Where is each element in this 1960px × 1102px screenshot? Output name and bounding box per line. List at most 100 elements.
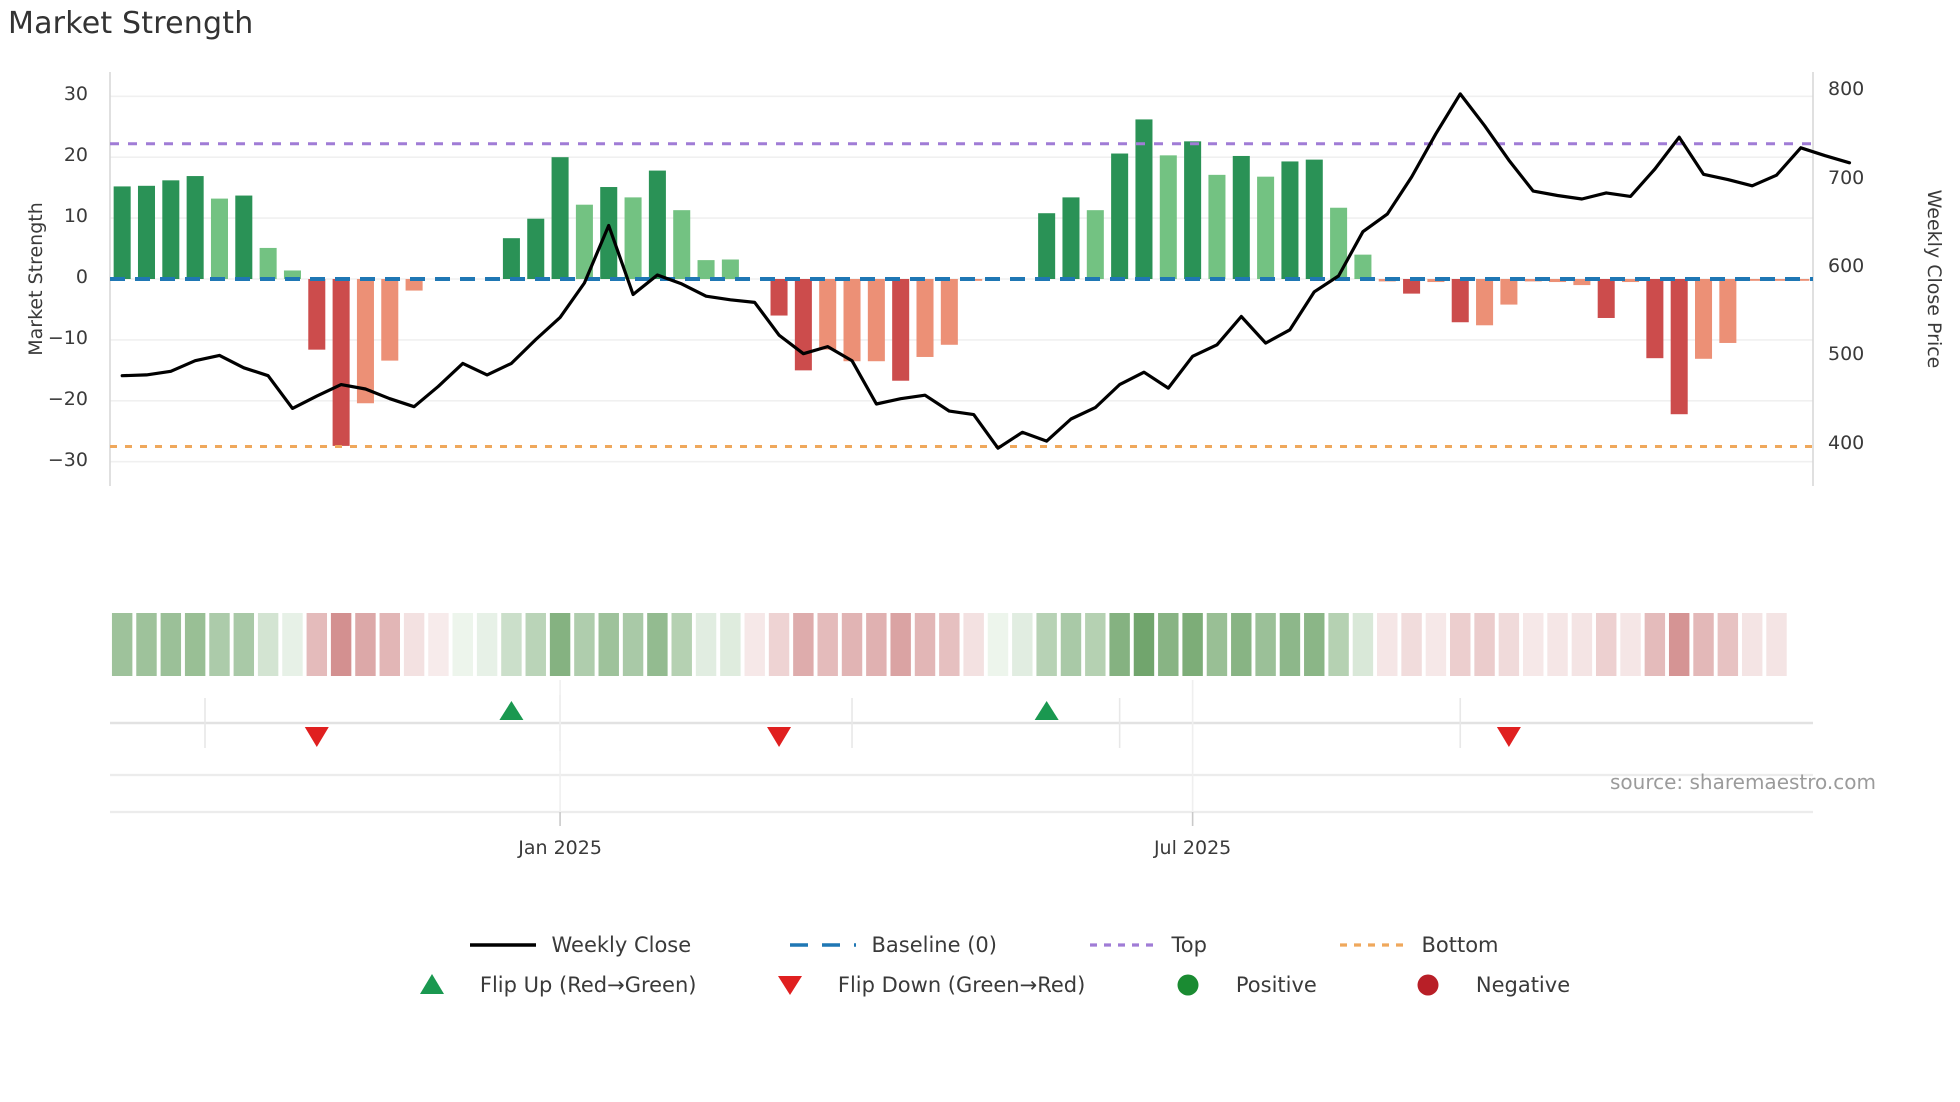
legend-bottom[interactable]: Bottom bbox=[1331, 932, 1499, 958]
line-dotted-icon bbox=[1090, 943, 1157, 947]
heatmap-cell bbox=[257, 613, 279, 676]
bar bbox=[1184, 141, 1202, 279]
bar bbox=[624, 197, 642, 279]
flip-down-marker bbox=[304, 727, 329, 747]
legend-flip-up[interactable]: Flip Up (Red→Green) bbox=[390, 972, 748, 998]
legend-key bbox=[461, 932, 545, 958]
heatmap-cell bbox=[647, 613, 668, 676]
heatmap-cell bbox=[1498, 613, 1520, 676]
bar bbox=[1719, 279, 1737, 343]
legend-label: Baseline (0) bbox=[871, 933, 997, 957]
bar bbox=[1767, 279, 1786, 281]
bar bbox=[356, 279, 374, 404]
legend-top[interactable]: Top bbox=[1081, 932, 1331, 958]
bar bbox=[940, 279, 958, 345]
bar bbox=[1159, 155, 1177, 279]
heatmap-cell bbox=[1328, 613, 1349, 676]
flip-down-marker bbox=[1496, 727, 1521, 747]
heatmap-cell bbox=[1279, 613, 1301, 676]
heatmap-cell bbox=[1377, 613, 1398, 676]
heatmap-cell bbox=[598, 613, 619, 676]
bar bbox=[1524, 279, 1542, 282]
bar bbox=[1695, 279, 1713, 359]
heatmap-cell bbox=[939, 613, 960, 676]
heatmap-cell bbox=[1085, 613, 1106, 676]
y-axis-left-tick-label: −30 bbox=[47, 448, 88, 471]
y-axis-right-tick-label: 500 bbox=[1828, 343, 1865, 366]
heatmap-cell bbox=[1036, 613, 1057, 676]
line-dashed-icon bbox=[790, 943, 857, 947]
bar bbox=[1646, 279, 1664, 359]
bar bbox=[1549, 279, 1567, 283]
heatmap-cell bbox=[1450, 613, 1471, 676]
bar bbox=[867, 279, 885, 362]
legend-flip-down[interactable]: Flip Down (Green→Red) bbox=[748, 972, 1146, 998]
heatmap-cell bbox=[1231, 613, 1252, 676]
legend-label: Top bbox=[1171, 933, 1207, 957]
bar bbox=[1330, 207, 1348, 279]
bar bbox=[892, 279, 910, 381]
legend-label: Flip Down (Green→Red) bbox=[837, 973, 1086, 997]
bar bbox=[1792, 279, 1810, 281]
heatmap-cell bbox=[1352, 613, 1374, 676]
y-axis-left-tick-label: −10 bbox=[47, 326, 88, 349]
heatmap-cell bbox=[1109, 613, 1130, 676]
heatmap-cell bbox=[1255, 613, 1276, 676]
legend-key bbox=[1331, 932, 1415, 958]
heatmap-cell bbox=[379, 613, 400, 676]
x-axis-tick-label: Jul 2025 bbox=[1153, 837, 1232, 859]
heatmap-cell bbox=[476, 613, 498, 676]
heatmap-cell bbox=[841, 613, 863, 676]
heatmap-cell bbox=[914, 613, 936, 676]
bar bbox=[527, 218, 545, 279]
legend-baseline[interactable]: Baseline (0) bbox=[781, 932, 1081, 958]
heatmap-cell bbox=[720, 613, 741, 676]
source-caption: source: sharemaestro.com bbox=[1610, 770, 1876, 794]
heatmap-cell bbox=[1206, 613, 1228, 676]
bar bbox=[162, 180, 180, 279]
y-axis-left-tick-label: 30 bbox=[63, 83, 88, 106]
bar bbox=[1281, 161, 1299, 279]
bar bbox=[721, 259, 739, 279]
heatmap-cell bbox=[744, 613, 765, 676]
heatmap-cell bbox=[1012, 613, 1033, 676]
y-axis-right-tick-label: 800 bbox=[1828, 78, 1865, 101]
bar bbox=[1573, 279, 1591, 286]
flip-markers bbox=[304, 701, 1521, 747]
y-axis-right-tick-label: 600 bbox=[1828, 254, 1865, 277]
bar bbox=[819, 279, 837, 350]
legend-positive[interactable]: Positive bbox=[1146, 972, 1386, 998]
bar bbox=[1354, 254, 1372, 279]
weekly-close-line bbox=[120, 92, 1852, 450]
bar bbox=[502, 238, 520, 279]
legend-negative[interactable]: Negative bbox=[1386, 972, 1570, 998]
legend-weekly-close[interactable]: Weekly Close bbox=[461, 932, 781, 958]
heatmap-cell bbox=[574, 613, 595, 676]
heatmap-cell bbox=[233, 613, 255, 676]
legend-label: Positive bbox=[1235, 973, 1317, 997]
bar bbox=[1257, 176, 1275, 279]
heatmap-cell bbox=[136, 613, 157, 676]
bar-series bbox=[113, 119, 1810, 446]
flip-up-marker bbox=[499, 701, 524, 720]
heatmap-cell bbox=[1060, 613, 1082, 676]
bar bbox=[648, 170, 666, 279]
bar bbox=[600, 187, 618, 279]
bar bbox=[186, 176, 204, 279]
bar bbox=[1500, 279, 1518, 305]
flip-up-marker bbox=[1034, 701, 1059, 720]
heatmap-cell bbox=[890, 613, 911, 676]
heatmap-cell bbox=[1766, 613, 1787, 676]
heatmap-cell bbox=[1668, 613, 1690, 676]
legend-label: Bottom bbox=[1421, 933, 1499, 957]
legend-label: Negative bbox=[1475, 973, 1571, 997]
bar bbox=[1062, 197, 1080, 279]
heatmap-cell bbox=[1304, 613, 1325, 676]
chart-legend: Weekly Close Baseline (0) Top Bottom Flip Up… bbox=[0, 925, 1960, 1005]
dot-icon bbox=[1417, 974, 1439, 996]
heatmap-cell bbox=[1571, 613, 1593, 676]
momentum-heatmap-strip bbox=[111, 613, 1787, 676]
line-dotted-icon bbox=[1340, 943, 1407, 947]
heatmap-cell bbox=[549, 613, 571, 676]
